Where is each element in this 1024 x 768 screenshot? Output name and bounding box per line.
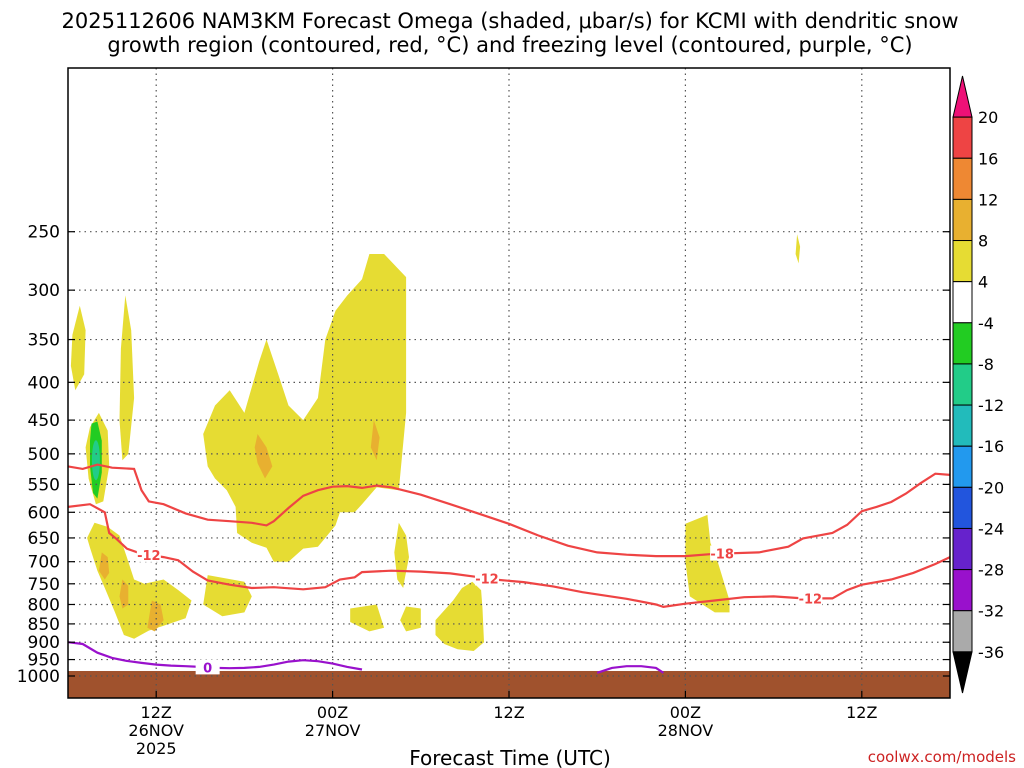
colorbar-segment-4 bbox=[952, 240, 973, 283]
xtick-label-18-2: 27NOV bbox=[305, 721, 361, 740]
ytick-label-750: 750 bbox=[28, 575, 60, 595]
credit-text: coolwx.com/models bbox=[868, 748, 1016, 766]
omega-region-14 bbox=[400, 606, 421, 632]
ytick-label-850: 850 bbox=[28, 615, 60, 635]
contour-label-extra: -12 bbox=[137, 549, 161, 564]
colorbar-label-5: 4 bbox=[978, 273, 988, 292]
contour-label-3: -18 bbox=[710, 548, 734, 563]
omega-region-13 bbox=[350, 604, 385, 632]
omega-region-3 bbox=[87, 522, 192, 639]
ytick-label-350: 350 bbox=[28, 331, 60, 351]
colorbar-segment-12 bbox=[952, 569, 973, 612]
ytick-label-1000: 1000 bbox=[17, 667, 60, 687]
ytick-label-700: 700 bbox=[28, 553, 60, 573]
grid-lines bbox=[68, 68, 950, 698]
omega-region-11 bbox=[394, 522, 409, 588]
ytick-label-800: 800 bbox=[28, 595, 60, 615]
ytick-label-300: 300 bbox=[28, 281, 60, 301]
colorbar-arrow-top bbox=[952, 75, 973, 118]
omega-region-15 bbox=[435, 581, 484, 651]
y-axis-ticks: 2503003504004505005506006507007508008509… bbox=[17, 223, 950, 687]
colorbar-segment-5 bbox=[952, 281, 973, 324]
colorbar-arrow-bottom bbox=[952, 651, 973, 694]
ytick-label-450: 450 bbox=[28, 411, 60, 431]
colorbar-label-4: 8 bbox=[978, 232, 988, 251]
colorbar-label-8: -12 bbox=[978, 396, 1004, 415]
contour-line-4 bbox=[596, 665, 665, 674]
omega-shading bbox=[70, 234, 801, 651]
xtick-label-42-1: 00Z bbox=[670, 703, 701, 722]
ytick-label-950: 950 bbox=[28, 651, 60, 671]
contour-label-2: -12 bbox=[799, 592, 823, 607]
title-line-1: 2025112606 NAM3KM Forecast Omega (shaded… bbox=[61, 9, 958, 33]
colorbar-label-3: 12 bbox=[978, 190, 998, 209]
colorbar-segment-1 bbox=[952, 116, 973, 159]
xtick-label-42-2: 28NOV bbox=[658, 721, 714, 740]
omega-region-4 bbox=[98, 552, 110, 580]
colorbar-segment-8 bbox=[952, 404, 973, 447]
colorbar-label-6: -4 bbox=[978, 314, 994, 333]
colorbar-label-14: -36 bbox=[978, 643, 1004, 662]
colorbar-label-9: -16 bbox=[978, 437, 1004, 456]
chart-title: 2025112606 NAM3KM Forecast Omega (shaded… bbox=[61, 9, 958, 57]
contour-label-1: -12 bbox=[475, 572, 499, 587]
ytick-label-500: 500 bbox=[28, 445, 60, 465]
x-axis-label: Forecast Time (UTC) bbox=[409, 746, 611, 768]
colorbar-label-11: -24 bbox=[978, 519, 1004, 538]
contour-label-bg-2 bbox=[798, 590, 823, 606]
colorbar-label-1: 20 bbox=[978, 108, 998, 127]
contour-label-bg-1 bbox=[474, 570, 499, 586]
colorbar: 20 16 12 8 4 -4 -8 -12 -16 -20 -24 -28 -32 -36 bbox=[952, 75, 1004, 694]
colorbar-segment-13 bbox=[952, 610, 973, 653]
ytick-label-550: 550 bbox=[28, 475, 60, 495]
ytick-label-250: 250 bbox=[28, 223, 60, 243]
colorbar-label-12: -28 bbox=[978, 561, 1004, 580]
xtick-label-6-1: 12Z bbox=[141, 703, 172, 722]
colorbar-label-2: 16 bbox=[978, 149, 998, 168]
colorbar-label-13: -32 bbox=[978, 602, 1004, 621]
xtick-label-18-1: 00Z bbox=[317, 703, 348, 722]
omega-region-10 bbox=[370, 420, 380, 461]
contour-label-4: 0 bbox=[203, 661, 212, 676]
contour-label-bg-3 bbox=[710, 545, 735, 561]
omega-region-17 bbox=[795, 234, 801, 264]
omega-region-8 bbox=[203, 254, 407, 562]
xtick-label-6-2: 26NOV bbox=[128, 721, 184, 740]
colorbar-label-10: -20 bbox=[978, 478, 1004, 497]
colorbar-segment-7 bbox=[952, 363, 973, 406]
omega-region-5 bbox=[119, 579, 129, 609]
ytick-label-400: 400 bbox=[28, 373, 60, 393]
omega-region-negative-core bbox=[91, 440, 100, 481]
contour-label-bg-4 bbox=[195, 659, 220, 675]
colorbar-label-7: -8 bbox=[978, 355, 994, 374]
colorbar-segment-11 bbox=[952, 527, 973, 571]
temperature-contours: -12 -12 -18 0 -12 bbox=[68, 463, 950, 676]
omega-region-7 bbox=[119, 295, 135, 461]
colorbar-segment-3 bbox=[952, 198, 973, 242]
xtick-label-54-1: 12Z bbox=[846, 703, 877, 722]
colorbar-segment-10 bbox=[952, 486, 973, 529]
colorbar-segment-2 bbox=[952, 157, 973, 200]
ytick-label-600: 600 bbox=[28, 503, 60, 523]
contour-label-bg-extra bbox=[136, 546, 161, 562]
omega-region-9 bbox=[254, 434, 273, 479]
title-line-2: growth region (contoured, red, °C) and f… bbox=[107, 33, 912, 57]
xtick-label-30-1: 12Z bbox=[493, 703, 524, 722]
ytick-label-650: 650 bbox=[28, 529, 60, 549]
omega-region-16 bbox=[685, 514, 730, 613]
colorbar-segment-9 bbox=[952, 445, 973, 488]
colorbar-segment-6 bbox=[952, 322, 973, 365]
contour-line-2 bbox=[68, 463, 950, 558]
xtick-label-6-3: 2025 bbox=[136, 739, 177, 758]
ytick-label-900: 900 bbox=[28, 633, 60, 653]
omega-region-1 bbox=[70, 305, 86, 391]
